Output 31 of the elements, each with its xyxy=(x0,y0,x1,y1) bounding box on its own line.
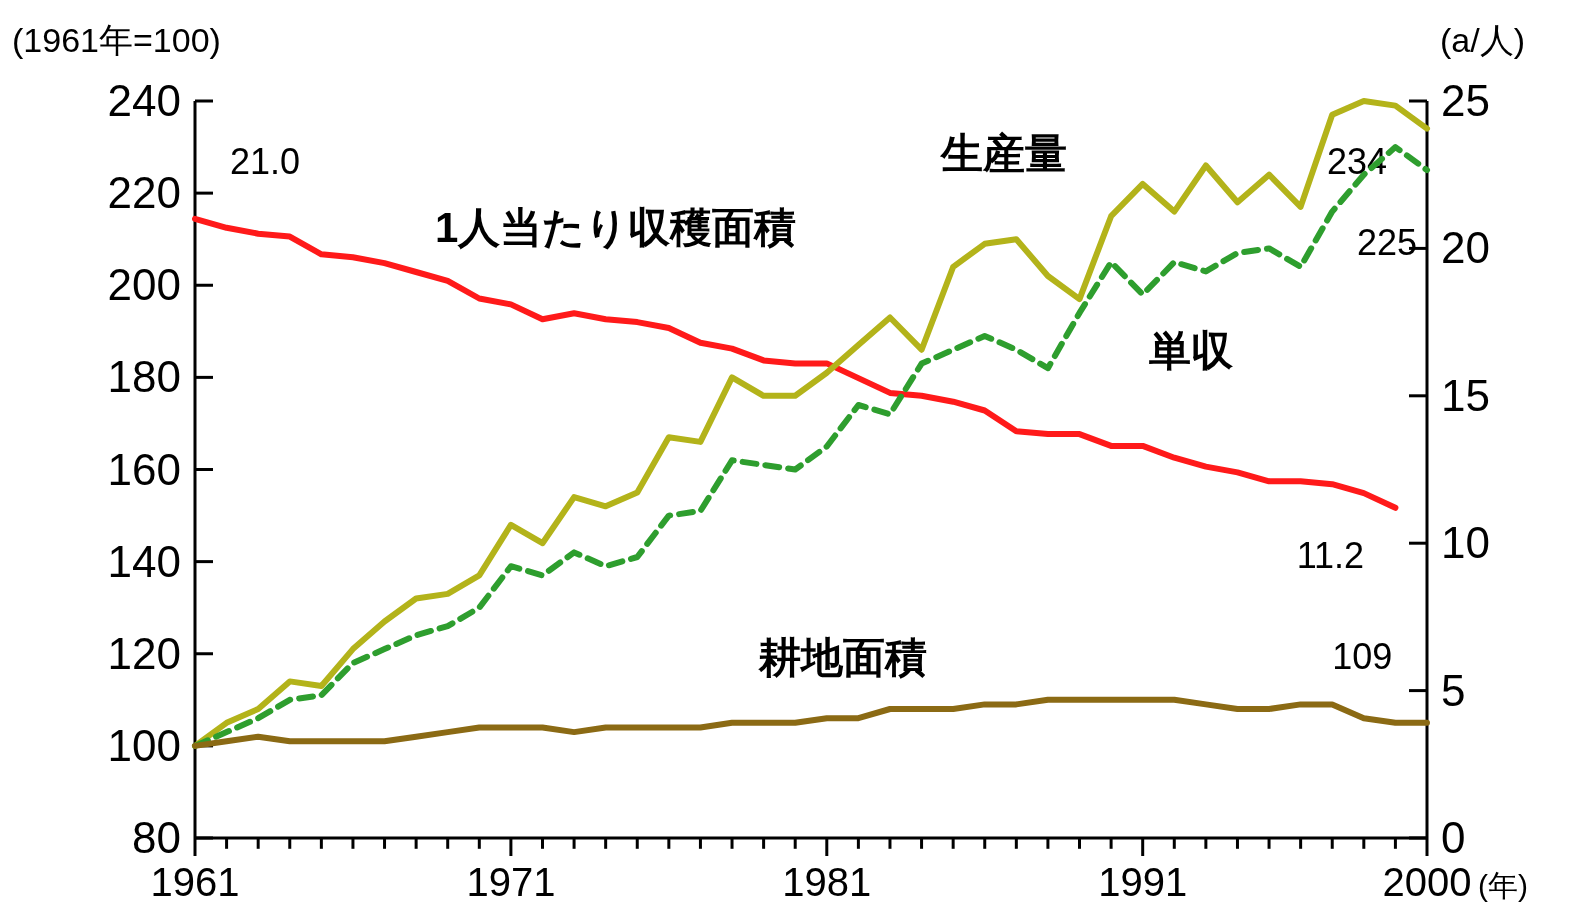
x-tick-label: 1971 xyxy=(466,860,556,904)
y-tick-label: 120 xyxy=(107,628,181,678)
series-label: 生産量 xyxy=(939,130,1067,177)
y2-tick-label: 15 xyxy=(1441,370,1490,420)
y-tick-label: 140 xyxy=(107,536,181,586)
y2-tick-label: 10 xyxy=(1441,518,1490,568)
y2-tick-label: 25 xyxy=(1441,76,1490,125)
y2-tick-label: 0 xyxy=(1441,813,1466,862)
data-label: 109 xyxy=(1332,636,1393,678)
y2-axis-title: (a/人) xyxy=(1440,21,1525,59)
x-axis-title: (年) xyxy=(1478,869,1528,902)
data-label: 21.0 xyxy=(229,140,301,182)
data-label: 11.2 xyxy=(1296,534,1365,576)
y-tick-label: 200 xyxy=(107,260,181,310)
data-label: 225 xyxy=(1356,222,1418,264)
x-tick-label: 2000 xyxy=(1382,860,1472,904)
series-label: 単収 xyxy=(1149,327,1234,374)
x-tick-label: 1981 xyxy=(782,860,872,904)
series-label: 耕地面積 xyxy=(758,634,927,681)
y-tick-label: 220 xyxy=(107,168,181,218)
y2-tick-label: 5 xyxy=(1441,665,1466,715)
y-tick-label: 80 xyxy=(132,813,181,862)
x-tick-label: 1961 xyxy=(150,860,240,904)
y-tick-label: 180 xyxy=(107,352,181,402)
y2-tick-label: 20 xyxy=(1441,223,1490,273)
series-label: 1人当たり収穫面積 xyxy=(435,204,797,251)
y-tick-label: 160 xyxy=(107,444,181,494)
y-axis-title: (1961年=100) xyxy=(12,21,221,59)
y-tick-label: 240 xyxy=(107,76,181,125)
x-tick-label: 1991 xyxy=(1098,860,1188,904)
y-tick-label: 100 xyxy=(107,720,181,770)
